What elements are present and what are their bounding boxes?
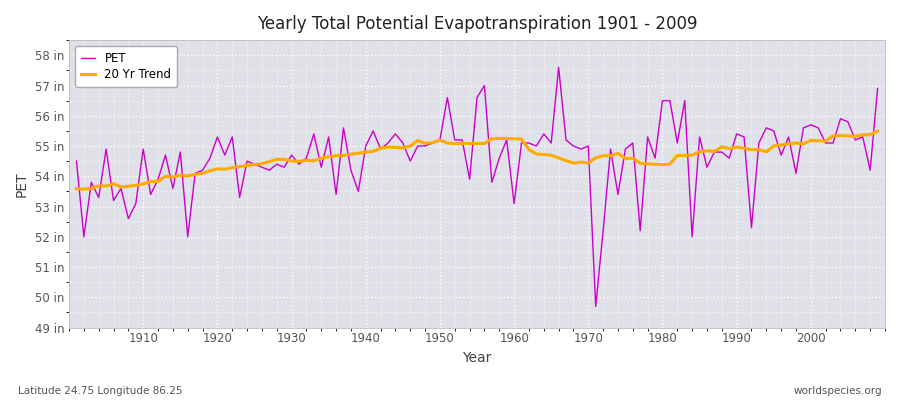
PET (508, 201, 519, 206)
Line: 20 Yr Trend: 20 Yr Trend (76, 131, 878, 189)
PET (554, 65, 564, 70)
PET (501, 138, 512, 142)
Line: PET: PET (76, 67, 878, 306)
Legend: PET, 20 Yr Trend: PET, 20 Yr Trend (75, 46, 177, 87)
Title: Yearly Total Potential Evapotranspiration 1901 - 2009: Yearly Total Potential Evapotranspiratio… (256, 15, 698, 33)
PET (130, 201, 141, 206)
X-axis label: Year: Year (463, 351, 491, 365)
20 Yr Trend (605, 153, 616, 158)
Text: worldspecies.org: worldspecies.org (794, 386, 882, 396)
PET (613, 192, 624, 197)
20 Yr Trend (78, 187, 89, 192)
20 Yr Trend (301, 158, 311, 163)
Y-axis label: PET: PET (15, 171, 29, 197)
PET (872, 86, 883, 91)
20 Yr Trend (71, 186, 82, 191)
PET (590, 304, 601, 309)
Text: Latitude 24.75 Longitude 86.25: Latitude 24.75 Longitude 86.25 (18, 386, 183, 396)
20 Yr Trend (872, 129, 883, 134)
PET (293, 162, 304, 166)
20 Yr Trend (516, 137, 526, 142)
20 Yr Trend (346, 152, 356, 156)
PET (71, 159, 82, 164)
20 Yr Trend (508, 136, 519, 141)
20 Yr Trend (138, 182, 148, 186)
PET (338, 126, 349, 130)
